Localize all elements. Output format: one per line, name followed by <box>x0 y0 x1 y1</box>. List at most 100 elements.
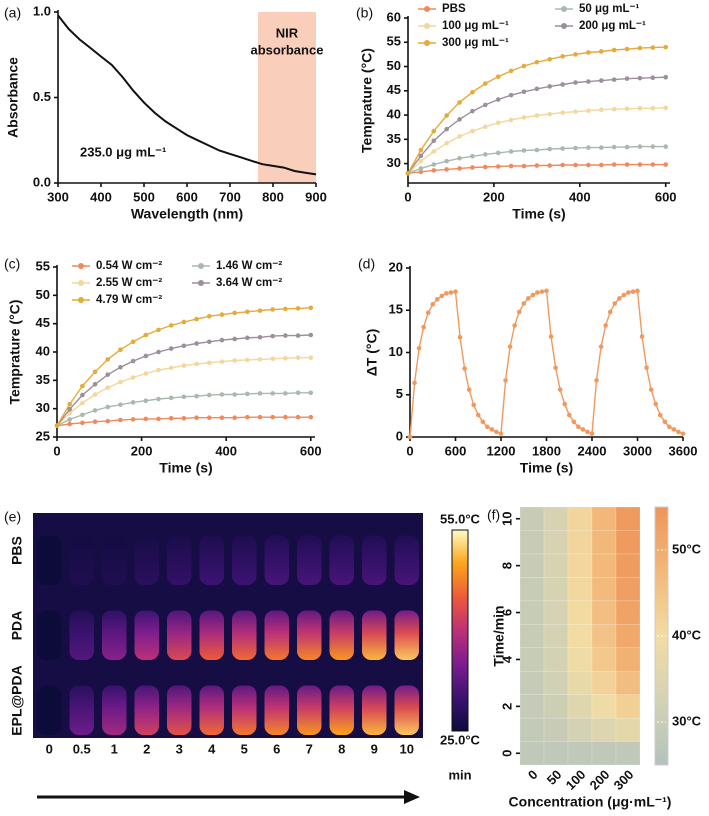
data-point <box>571 419 577 425</box>
y-tick-label: 30 <box>36 400 50 415</box>
data-point <box>663 74 669 80</box>
y-tick-label: 25 <box>36 428 50 443</box>
x-tick-label: 600 <box>176 189 198 204</box>
data-point <box>611 144 617 150</box>
data-point <box>435 296 440 302</box>
heat-cell <box>519 694 545 719</box>
data-point <box>206 415 212 421</box>
data-point <box>118 402 123 408</box>
data-point <box>470 165 475 170</box>
data-point <box>630 289 636 294</box>
data-point <box>295 355 301 360</box>
data-point <box>495 164 501 169</box>
data-point <box>547 111 553 117</box>
data-point <box>67 410 72 416</box>
tube <box>167 610 192 660</box>
data-point <box>483 152 488 157</box>
data-point <box>621 292 627 298</box>
heat-cell <box>615 670 641 695</box>
data-point <box>105 385 111 391</box>
data-point <box>560 146 565 151</box>
tube <box>232 610 257 660</box>
legend-label: PBS <box>442 3 466 15</box>
panel-label: (d) <box>358 256 375 272</box>
tube <box>232 685 257 735</box>
tube <box>167 685 192 735</box>
legend-marker <box>198 280 204 286</box>
y-axis-title: Absorbance <box>5 57 21 138</box>
y-tick-label: 55 <box>387 34 401 49</box>
data-point <box>431 168 437 173</box>
data-point <box>566 412 572 418</box>
data-point <box>54 423 60 428</box>
data-point <box>598 78 604 83</box>
panel-label: (c) <box>4 256 20 272</box>
data-point <box>245 335 250 341</box>
data-point <box>503 378 508 383</box>
colorbar-label: 55.0°C <box>440 511 481 526</box>
data-point <box>156 327 161 333</box>
y-axis-title: Temprature (°C) <box>359 48 375 153</box>
data-point <box>462 366 467 371</box>
data-point <box>650 144 656 149</box>
tube <box>134 685 159 735</box>
y-tick-label: 0 <box>499 750 514 757</box>
data-point <box>495 97 501 102</box>
data-point <box>663 44 669 50</box>
data-point <box>444 126 449 132</box>
tube <box>102 685 127 735</box>
data-point <box>637 45 643 51</box>
x-tick-label: 1800 <box>532 443 561 458</box>
data-point <box>521 115 527 120</box>
data-point <box>586 50 591 55</box>
data-point <box>607 309 613 315</box>
data-point <box>530 292 536 298</box>
thermal-row <box>33 513 423 588</box>
data-point <box>206 314 212 319</box>
data-point <box>444 167 449 172</box>
legend-label: 100 μg mL⁻¹ <box>442 20 509 32</box>
data-point <box>181 416 187 421</box>
data-point <box>67 406 72 412</box>
data-point <box>283 333 288 338</box>
data-point <box>598 49 604 54</box>
data-point <box>80 420 85 426</box>
data-point <box>644 365 649 371</box>
x-tick-label: 0 <box>406 443 413 458</box>
tube <box>362 685 387 735</box>
data-point <box>611 77 617 82</box>
x-tick-label: 200 <box>587 767 613 793</box>
data-line <box>57 14 317 176</box>
x-tick-label: 600 <box>445 443 467 458</box>
data-point <box>92 408 98 413</box>
y-tick-label: 4 <box>499 655 514 663</box>
data-point <box>143 353 149 359</box>
x-axis-title: Time (s) <box>520 460 573 476</box>
heat-cell <box>519 553 545 578</box>
data-point <box>418 147 424 153</box>
data-point <box>80 412 85 418</box>
tube <box>102 610 127 660</box>
data-point <box>308 332 314 338</box>
heat-cell <box>615 530 641 555</box>
data-point <box>512 323 517 328</box>
data-line <box>409 289 684 438</box>
data-point <box>130 400 136 405</box>
tube <box>69 685 94 735</box>
data-point <box>194 361 199 367</box>
data-point <box>650 105 656 111</box>
tube <box>167 535 192 585</box>
data-point <box>105 404 111 410</box>
data-point <box>444 113 449 118</box>
data-point <box>480 419 486 425</box>
y-tick-label: 10 <box>389 344 403 359</box>
data-point <box>156 349 161 355</box>
data-point <box>663 144 669 149</box>
tube <box>199 685 224 735</box>
x-tick-label: 200 <box>483 189 505 204</box>
y-tick-label: 35 <box>36 372 50 387</box>
data-point <box>639 334 645 339</box>
annotation: 235.0 μg mL⁻¹ <box>80 144 166 159</box>
data-point <box>206 339 212 345</box>
data-point <box>521 63 527 69</box>
